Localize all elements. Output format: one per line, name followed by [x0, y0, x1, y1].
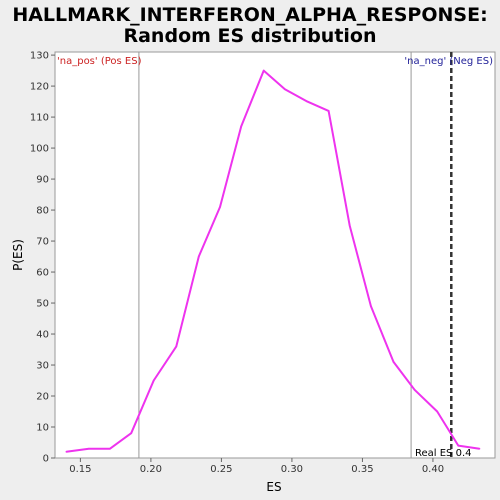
- x-axis-label: ES: [266, 480, 281, 494]
- series-point-0-10: [284, 88, 286, 90]
- series-point-0-8: [240, 125, 242, 128]
- neg-es-label: 'na_neg' (Neg ES): [404, 56, 493, 67]
- x-tick-label-5: 0.40: [422, 464, 444, 475]
- x-tick-label-4: 0.35: [351, 464, 373, 475]
- series-point-0-16: [413, 389, 416, 391]
- y-tick-label-80: 80: [36, 206, 49, 217]
- series-point-0-9: [262, 69, 265, 72]
- y-tick-label-100: 100: [30, 144, 49, 155]
- plot-area: [54, 51, 496, 459]
- series-point-0-1: [88, 447, 90, 450]
- y-tick-label-50: 50: [36, 299, 49, 310]
- series-point-0-0: [65, 451, 68, 453]
- pos-es-label: 'na_pos' (Pos ES): [57, 56, 142, 67]
- vertical-markers: [138, 52, 453, 458]
- y-tick-label-20: 20: [36, 392, 49, 403]
- series-point-0-14: [370, 305, 372, 307]
- y-tick-label-120: 120: [30, 82, 49, 93]
- y-tick-label-30: 30: [36, 361, 49, 372]
- series-layer: [65, 69, 481, 453]
- series-point-0-17: [436, 410, 438, 413]
- x-axis-ticks: 0.15 0.20 0.25 0.30 0.35 0.40: [69, 458, 444, 475]
- y-tick-label-60: 60: [36, 268, 49, 279]
- series-point-0-18: [457, 444, 460, 447]
- y-axis-label: P(ES): [11, 239, 25, 271]
- series-point-0-13: [348, 224, 351, 227]
- y-tick-label-10: 10: [36, 423, 49, 434]
- series-point-0-3: [130, 432, 132, 435]
- series-point-0-6: [198, 255, 200, 258]
- series-point-0-11: [306, 100, 309, 103]
- y-axis-ticks: 0 10 20 30 40 50 60 70 80 90 100 110 120 130: [30, 51, 55, 465]
- series-point-0-15: [392, 361, 395, 363]
- series-point-0-7: [219, 206, 221, 208]
- series-point-0-4: [152, 379, 155, 382]
- series-point-0-5: [175, 345, 178, 348]
- real-es-label: Real ES 0.4: [415, 448, 471, 459]
- x-tick-label-1: 0.20: [140, 464, 162, 475]
- y-tick-label-40: 40: [36, 330, 49, 341]
- y-tick-label-130: 130: [30, 51, 49, 62]
- chart-title-line-2: Random ES distribution: [123, 25, 376, 47]
- x-tick-label-3: 0.30: [281, 464, 303, 475]
- series-point-0-12: [327, 110, 330, 112]
- x-tick-label-0: 0.15: [69, 464, 91, 475]
- series-point-0-19: [478, 447, 481, 450]
- x-tick-label-2: 0.25: [210, 464, 232, 475]
- series-line-0: [66, 69, 480, 453]
- y-tick-label-70: 70: [36, 237, 49, 248]
- y-tick-label-90: 90: [36, 175, 49, 186]
- series-point-0-2: [109, 447, 111, 450]
- y-tick-label-0: 0: [43, 454, 49, 465]
- y-tick-label-110: 110: [30, 113, 49, 124]
- chart-title-line-1: HALLMARK_INTERFERON_ALPHA_RESPONSE:: [12, 4, 487, 26]
